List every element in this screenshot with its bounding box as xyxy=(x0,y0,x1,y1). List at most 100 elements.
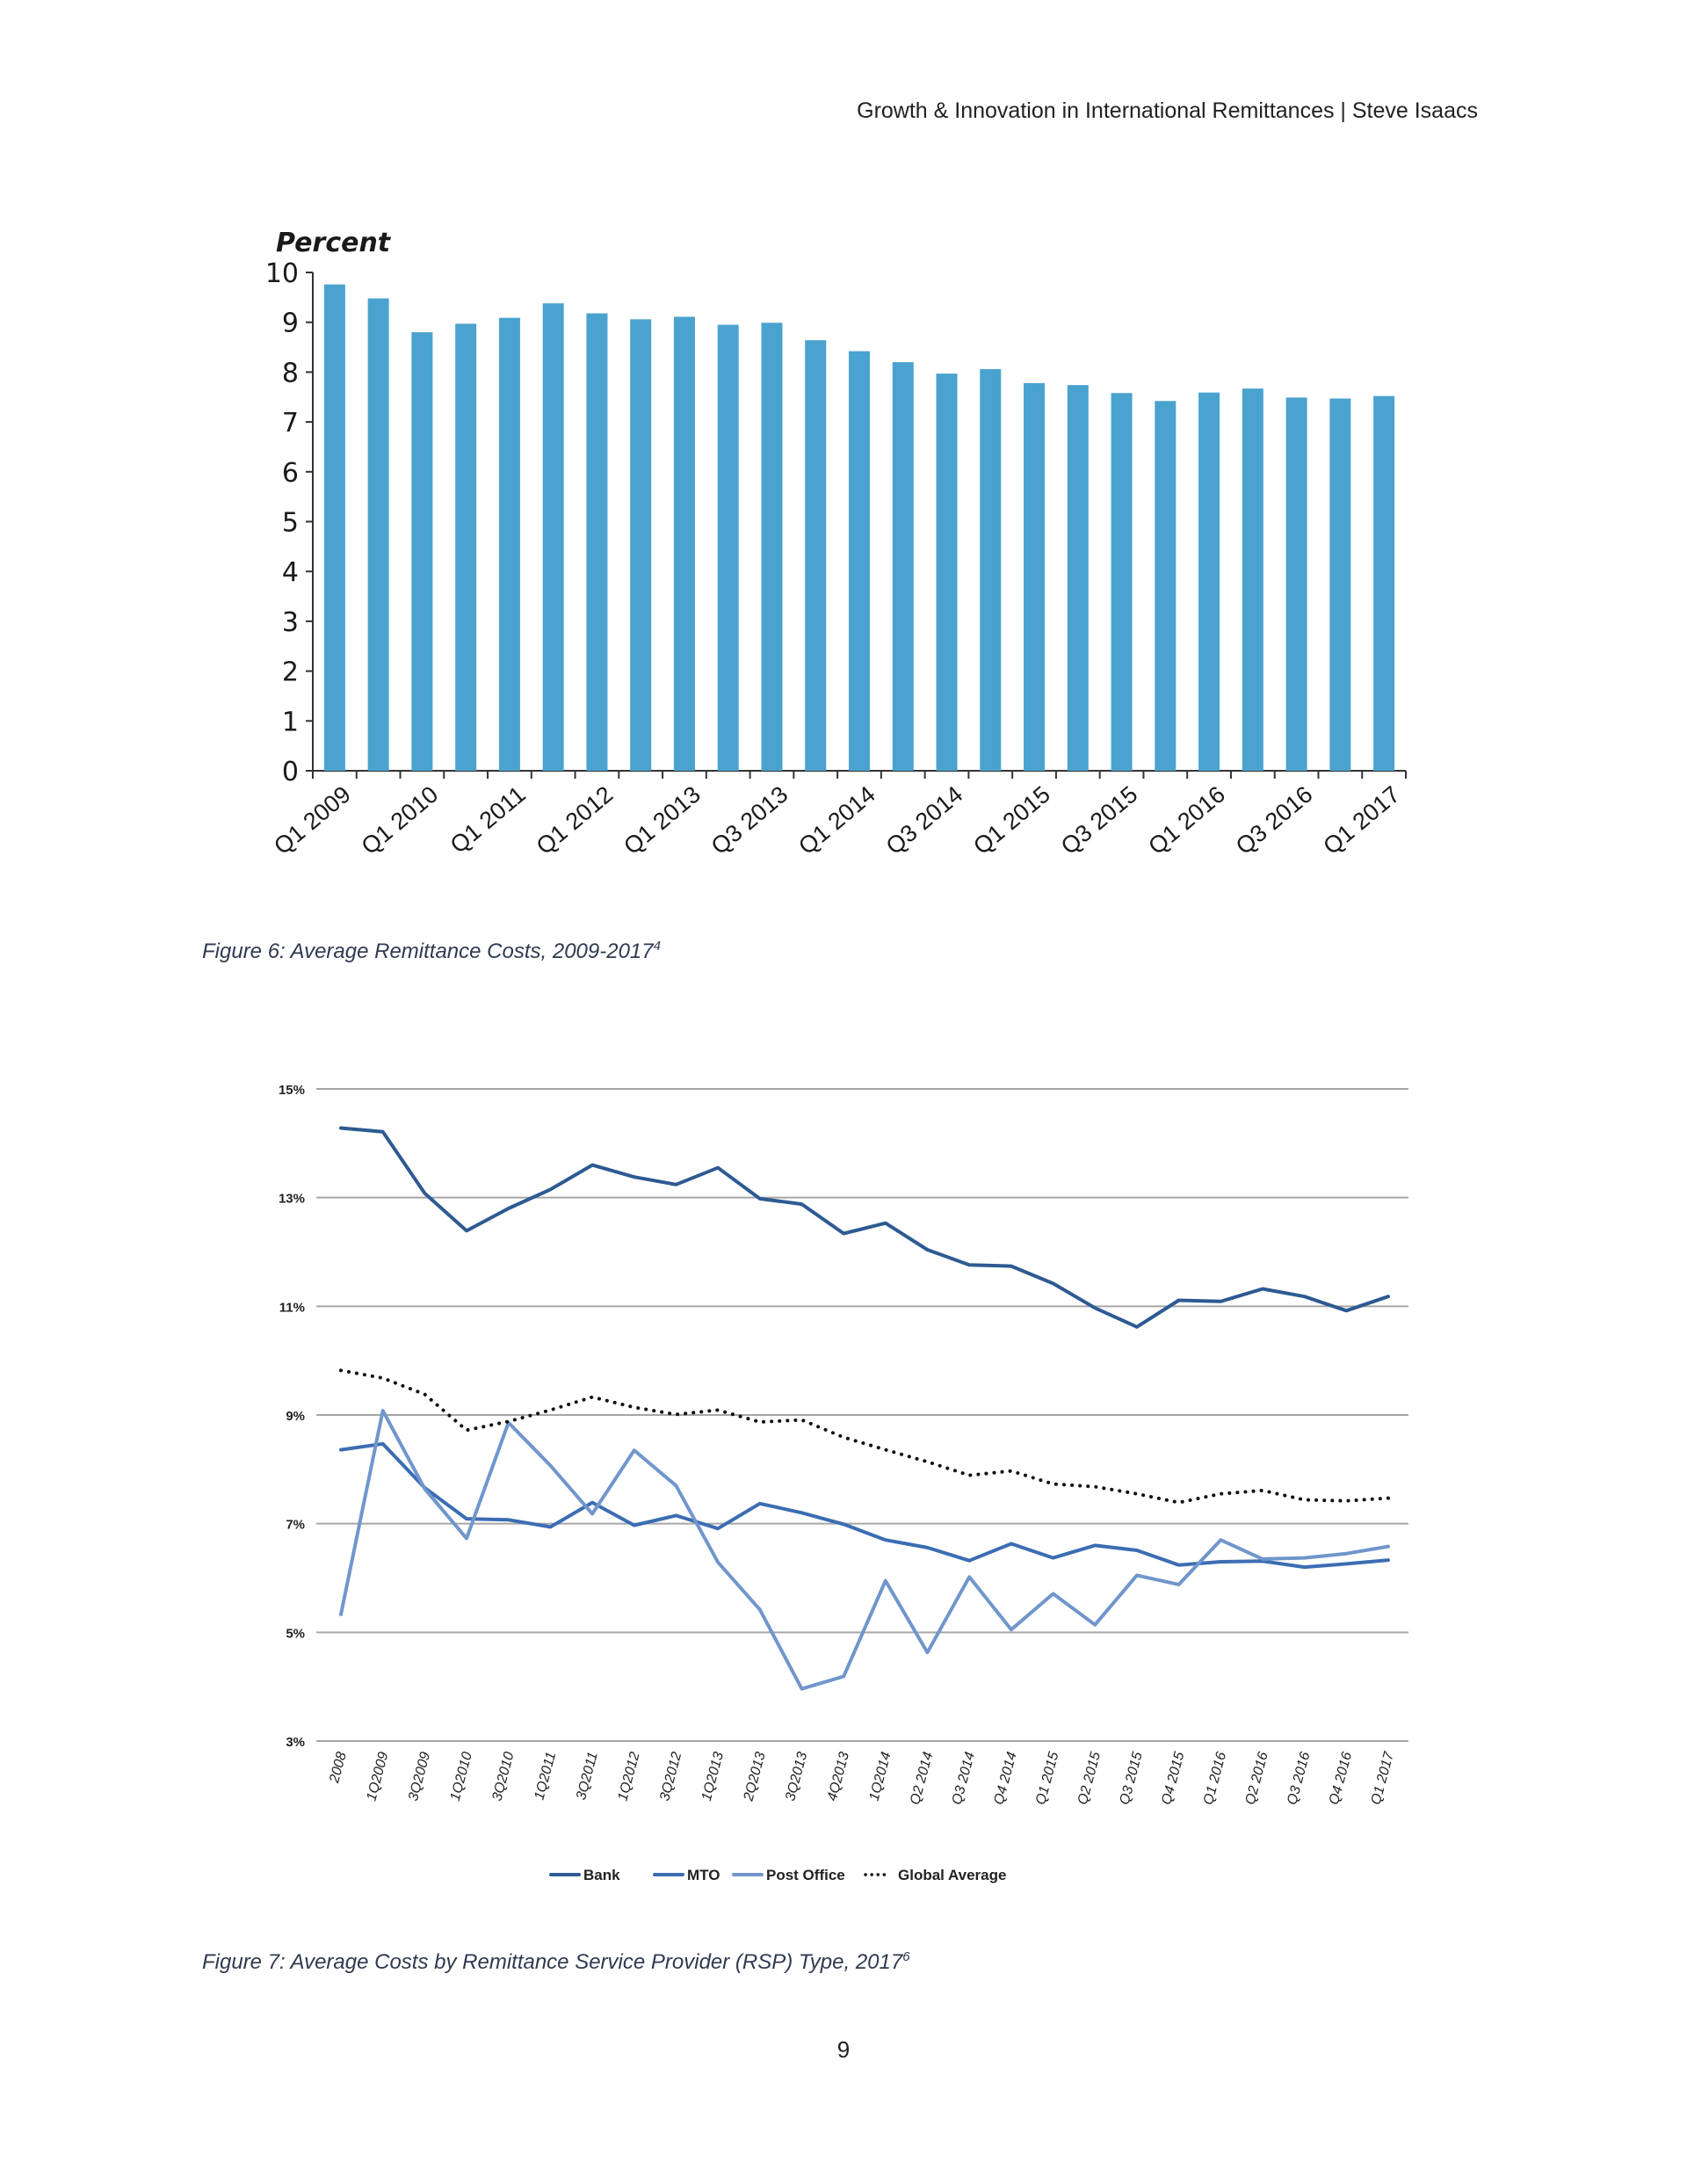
bar-22 xyxy=(1285,397,1307,771)
bar-chart-y-tick-label: 8 xyxy=(282,358,299,388)
bar-chart-x-tick-label: Q1 2013 xyxy=(619,781,706,860)
line-chart-grid xyxy=(316,1088,1408,1742)
bar-chart-y-tick-label: 1 xyxy=(282,707,299,737)
line-chart-y-tick-label: 3% xyxy=(286,1735,305,1750)
bar-11 xyxy=(805,340,827,771)
bar-chart-x-tick-label: Q1 2015 xyxy=(968,781,1055,860)
bar-chart-y-tick-label: 0 xyxy=(282,757,299,787)
bar-chart-x-tick-label: Q3 2016 xyxy=(1231,781,1318,860)
series-bank xyxy=(339,1126,1390,1329)
bar-chart-y-tick-label: 5 xyxy=(282,508,299,539)
line-chart-x-tick-label: Q4 2016 xyxy=(1327,1751,1355,1807)
series-post-office xyxy=(339,1409,1390,1691)
bar-23 xyxy=(1329,398,1351,771)
bar-chart-y-tick-label: 2 xyxy=(282,657,299,688)
line-chart-y-tick-label: 5% xyxy=(286,1626,305,1641)
line-chart-x-tick-label: 3Q2010 xyxy=(489,1751,517,1803)
bar-chart-y-title: Percent xyxy=(276,228,392,258)
line-chart-x-tick-label: 1Q2014 xyxy=(867,1751,894,1803)
line-chart-x-tick-label: 1Q2009 xyxy=(364,1751,391,1803)
line-chart-x-tick-label: 3Q2011 xyxy=(574,1751,601,1802)
bar-chart-x-tick-label: Q3 2015 xyxy=(1056,781,1143,860)
line-chart-y-tick-label: 7% xyxy=(286,1518,305,1533)
bar-chart-x-tick-label: Q1 2010 xyxy=(357,781,444,860)
bar-chart-x-tick-label: Q1 2009 xyxy=(269,781,356,860)
figure-7-caption-text: Figure 7: Average Costs by Remittance Se… xyxy=(202,1950,903,1974)
line-chart-x-tick-label: Q1 2017 xyxy=(1369,1750,1398,1807)
bar-18 xyxy=(1111,393,1133,771)
bar-chart-y-tick-label: 4 xyxy=(282,557,299,588)
bar-17 xyxy=(1067,385,1089,771)
line-chart-x-tick-label: 4Q2013 xyxy=(825,1751,852,1803)
figure-6-caption: Figure 6: Average Remittance Costs, 2009… xyxy=(202,939,661,964)
line-chart-x-tick-label: 3Q2009 xyxy=(406,1751,433,1803)
bar-24 xyxy=(1373,395,1395,771)
bar-chart-y-tick-label: 3 xyxy=(282,607,299,638)
bar-chart-y-tick-label: 7 xyxy=(282,408,299,439)
bar-chart-x-tick-label: Q3 2013 xyxy=(706,781,793,860)
bar-chart-y-tick-label: 9 xyxy=(282,308,299,339)
line-chart-legend: Bank MTO Post Office Global Average xyxy=(549,1867,1006,1883)
series-mto xyxy=(339,1441,1390,1570)
line-chart-y-tick-label: 9% xyxy=(286,1409,305,1424)
bar-1 xyxy=(367,298,389,771)
legend-label: Global Average xyxy=(898,1867,1006,1883)
bar-12 xyxy=(849,351,870,771)
line-chart-x-tick-label: 2Q2013 xyxy=(741,1751,768,1803)
bar-2 xyxy=(411,332,433,771)
line-chart-y-tick-label: 15% xyxy=(279,1083,305,1098)
bar-8 xyxy=(673,316,695,771)
series-global-average xyxy=(339,1368,1390,1505)
bar-0 xyxy=(323,284,345,771)
bar-15 xyxy=(980,368,1002,771)
bar-5 xyxy=(542,303,564,771)
page-number: 9 xyxy=(836,2036,851,2063)
bar-chart-y-tick-label: 6 xyxy=(282,458,299,489)
bar-14 xyxy=(936,374,958,771)
bar-chart: Percent 0 1 2 3 4 5 6 7 8 9 10 Q1 2009 Q1 2010 Q1 2011… xyxy=(265,228,1407,860)
bar-9 xyxy=(717,324,739,771)
line-chart-x-tick-label: Q1 2015 xyxy=(1033,1751,1061,1807)
bar-chart-x-tick-label: Q1 2017 xyxy=(1318,781,1405,860)
page-header: Growth & Innovation in International Rem… xyxy=(857,98,1478,123)
figure-7-footnote-ref: 6 xyxy=(902,1949,910,1964)
bar-chart-x-tick-label: Q1 2011 xyxy=(445,781,531,859)
legend-item-post-office: Post Office xyxy=(732,1867,845,1883)
line-chart-y-tick-label: 13% xyxy=(279,1192,305,1207)
line-chart-x-tick-label: 1Q2013 xyxy=(699,1751,727,1803)
legend-item-mto: MTO xyxy=(653,1867,720,1883)
legend-label: Post Office xyxy=(766,1867,845,1883)
bar-chart-x-tick-label: Q1 2016 xyxy=(1143,781,1230,860)
line-chart-x-tick-label: 1Q2012 xyxy=(615,1751,642,1803)
bar-3 xyxy=(455,323,477,771)
bar-13 xyxy=(892,362,914,771)
line-chart-x-tick-label: Q2 2015 xyxy=(1075,1751,1104,1807)
line-chart-series xyxy=(339,1126,1390,1691)
bar-6 xyxy=(586,313,608,771)
bar-7 xyxy=(630,319,652,772)
line-chart-x-tick-label: Q2 2016 xyxy=(1243,1751,1271,1807)
line-chart-labels: 3% 5% 7% 9% 11% 13% 15% 2008 1Q2009 3Q2009 1Q2010 3… xyxy=(279,1083,1397,1806)
line-chart-x-tick-label: Q1 2016 xyxy=(1201,1751,1229,1807)
line-chart-y-tick-label: 11% xyxy=(279,1300,305,1315)
line-chart-x-tick-label: 1Q2011 xyxy=(532,1751,559,1802)
line-chart: 3% 5% 7% 9% 11% 13% 15% 2008 1Q2009 3Q2009 1Q2010 3… xyxy=(279,1083,1408,1883)
bar-21 xyxy=(1242,388,1263,771)
line-chart-x-tick-label: 2008 xyxy=(327,1751,350,1786)
figure-7-caption: Figure 7: Average Costs by Remittance Se… xyxy=(202,1949,910,1975)
line-chart-x-tick-label: 3Q2013 xyxy=(783,1751,810,1803)
bar-chart-bars xyxy=(323,284,1395,772)
bar-chart-labels: Percent 0 1 2 3 4 5 6 7 8 9 10 Q1 2009 Q1 2010 Q1 2011… xyxy=(265,228,1405,860)
line-chart-x-tick-label: 1Q2010 xyxy=(448,1751,475,1803)
legend-item-global-average: Global Average xyxy=(864,1867,1006,1883)
line-chart-x-tick-label: Q4 2014 xyxy=(991,1751,1019,1807)
bar-4 xyxy=(498,317,520,771)
bar-chart-x-tick-label: Q1 2012 xyxy=(532,781,619,860)
bar-16 xyxy=(1024,382,1046,771)
bar-19 xyxy=(1155,401,1177,771)
figure-6-footnote-ref: 4 xyxy=(653,939,661,954)
legend-label: Bank xyxy=(583,1867,620,1883)
line-chart-x-tick-label: Q3 2015 xyxy=(1117,1751,1145,1807)
legend-label: MTO xyxy=(687,1867,720,1883)
bar-10 xyxy=(761,323,783,771)
